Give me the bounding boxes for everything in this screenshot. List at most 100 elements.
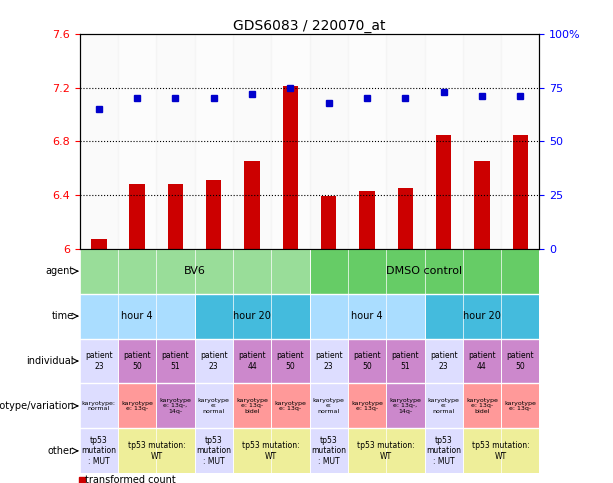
FancyBboxPatch shape [310,339,348,384]
Text: karyotype
e: 13q-: karyotype e: 13q- [121,400,153,412]
Text: patient
50: patient 50 [276,351,304,371]
FancyBboxPatch shape [233,384,271,428]
FancyBboxPatch shape [80,249,310,294]
FancyBboxPatch shape [310,294,424,339]
FancyBboxPatch shape [348,339,386,384]
FancyBboxPatch shape [463,428,539,473]
FancyBboxPatch shape [271,384,310,428]
Bar [168,184,183,249]
Text: hour 20: hour 20 [463,311,501,321]
FancyBboxPatch shape [463,384,501,428]
Bar [512,135,528,249]
FancyBboxPatch shape [424,294,539,339]
Bar [386,34,424,249]
Text: karyotype
e:
normal: karyotype e: normal [428,398,460,414]
FancyBboxPatch shape [271,339,310,384]
Text: karyotype:
normal: karyotype: normal [82,400,116,412]
FancyBboxPatch shape [463,339,501,384]
Text: karyotype
e: 13q-,
14q-: karyotype e: 13q-, 14q- [389,398,421,414]
Bar [398,188,413,249]
Bar [436,135,451,249]
Text: transformed count: transformed count [85,475,176,483]
Text: karyotype
e: 13q-
bidel: karyotype e: 13q- bidel [236,398,268,414]
FancyBboxPatch shape [310,428,348,473]
Bar [80,34,118,249]
Text: tp53 mutation:
WT: tp53 mutation: WT [357,441,415,461]
Text: patient
51: patient 51 [392,351,419,371]
Text: hour 4: hour 4 [121,311,153,321]
Text: patient
44: patient 44 [468,351,496,371]
Bar [91,239,107,249]
Bar [310,34,348,249]
FancyBboxPatch shape [233,428,310,473]
FancyBboxPatch shape [118,384,156,428]
Text: karyotype
e: 13q-: karyotype e: 13q- [351,400,383,412]
FancyBboxPatch shape [501,339,539,384]
Text: agent: agent [46,266,74,276]
FancyBboxPatch shape [195,428,233,473]
Text: tp53
mutation
: MUT: tp53 mutation : MUT [82,436,116,466]
Bar [156,34,195,249]
FancyBboxPatch shape [195,294,310,339]
Text: patient
50: patient 50 [123,351,151,371]
Text: hour 4: hour 4 [351,311,383,321]
Text: tp53 mutation:
WT: tp53 mutation: WT [472,441,530,461]
Bar [359,191,375,249]
Text: patient
23: patient 23 [430,351,457,371]
FancyBboxPatch shape [348,384,386,428]
FancyBboxPatch shape [424,384,463,428]
Bar [118,34,156,249]
Text: patient
44: patient 44 [238,351,266,371]
Text: DMSO control: DMSO control [386,266,463,276]
Text: patient
50: patient 50 [506,351,534,371]
FancyBboxPatch shape [195,384,233,428]
FancyBboxPatch shape [310,384,348,428]
Text: individual: individual [26,356,74,366]
Bar [283,86,298,249]
FancyBboxPatch shape [195,339,233,384]
FancyBboxPatch shape [80,384,118,428]
Bar [321,196,337,249]
Bar [463,34,501,249]
Bar [424,34,463,249]
Text: karyotype
e: 13q-: karyotype e: 13q- [275,400,306,412]
Text: hour 20: hour 20 [233,311,271,321]
FancyBboxPatch shape [156,339,195,384]
Bar [129,184,145,249]
Text: tp53 mutation:
WT: tp53 mutation: WT [128,441,185,461]
FancyBboxPatch shape [310,249,539,294]
Text: karyotype
e:
normal: karyotype e: normal [313,398,345,414]
Text: genotype/variation: genotype/variation [0,401,74,411]
FancyBboxPatch shape [80,428,118,473]
FancyBboxPatch shape [386,339,424,384]
Text: patient
23: patient 23 [315,351,343,371]
Text: tp53
mutation
: MUT: tp53 mutation : MUT [426,436,461,466]
Text: time: time [52,311,74,321]
FancyBboxPatch shape [118,428,195,473]
Bar [271,34,310,249]
FancyBboxPatch shape [348,428,424,473]
FancyBboxPatch shape [424,339,463,384]
Text: patient
23: patient 23 [85,351,113,371]
Text: patient
51: patient 51 [162,351,189,371]
Text: tp53
mutation
: MUT: tp53 mutation : MUT [311,436,346,466]
FancyBboxPatch shape [501,384,539,428]
Text: other: other [48,446,74,456]
Bar [206,180,221,249]
Text: karyotype
e:
normal: karyotype e: normal [198,398,230,414]
FancyBboxPatch shape [118,339,156,384]
FancyBboxPatch shape [156,384,195,428]
FancyBboxPatch shape [233,339,271,384]
Bar [245,161,260,249]
FancyBboxPatch shape [424,428,463,473]
Bar [348,34,386,249]
Bar [233,34,271,249]
Text: karyotype
e: 13q-,
14q-: karyotype e: 13q-, 14q- [159,398,191,414]
Text: tp53 mutation:
WT: tp53 mutation: WT [242,441,300,461]
Text: patient
50: patient 50 [353,351,381,371]
Text: karyotype
e: 13q-: karyotype e: 13q- [504,400,536,412]
Bar [474,161,490,249]
Text: BV6: BV6 [184,266,205,276]
Bar [195,34,233,249]
Title: GDS6083 / 220070_at: GDS6083 / 220070_at [234,19,386,33]
